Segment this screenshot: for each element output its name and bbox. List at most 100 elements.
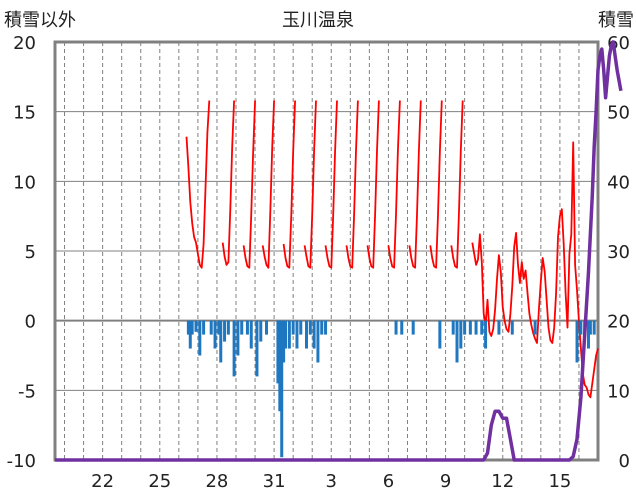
precipitation-bar (533, 320, 537, 335)
precipitation-bar (240, 320, 244, 335)
precipitation-bar (320, 320, 324, 335)
precipitation-bar (280, 320, 284, 458)
precipitation-bar (459, 320, 463, 349)
precipitation-bar (276, 320, 280, 384)
precipitation-bar (194, 320, 198, 332)
precipitation-bar (219, 320, 223, 363)
precipitation-bar (451, 320, 455, 335)
precipitation-bar (186, 320, 190, 335)
precipitation-bar (394, 320, 398, 335)
temperature-line (324, 100, 338, 269)
temperature-line (303, 100, 317, 269)
left-axis-ticks: 20 15 10 5 0 -5 -10 (7, 33, 36, 472)
x-tick-label: 9 (440, 471, 451, 492)
precipitation-bar (213, 320, 217, 349)
precipitation-bar (198, 320, 202, 356)
right-tick-label: 50 (607, 103, 630, 124)
x-tick-label: 15 (548, 471, 571, 492)
precipitation-bar (287, 320, 291, 349)
precipitation-bar (575, 320, 579, 363)
temperature-line (471, 141, 599, 399)
precipitation-bar (400, 320, 404, 335)
precipitation-bar (202, 320, 206, 335)
precipitation-bar (316, 320, 320, 363)
precipitation-bar (217, 320, 221, 335)
precipitation-bars (186, 320, 596, 458)
left-tick-label: -5 (18, 381, 36, 402)
snow_depth-line (55, 40, 623, 462)
temperature-line (345, 100, 359, 269)
precipitation-bar (579, 320, 583, 335)
precipitation-bar (468, 320, 472, 335)
temperature-line (450, 100, 464, 269)
precipitation-bar (592, 320, 596, 335)
precipitation-bar (308, 320, 312, 335)
x-tick-label: 28 (205, 471, 228, 492)
precipitation-bar (236, 320, 240, 356)
temperature-line (366, 100, 380, 269)
left-tick-label: 20 (13, 33, 36, 54)
precipitation-bar (282, 320, 286, 363)
precipitation-bar (463, 320, 467, 335)
precipitation-bar (188, 320, 192, 349)
x-tick-label: 31 (263, 471, 286, 492)
precipitation-bar (190, 320, 194, 335)
left-axis-label: 積雪以外 (4, 10, 76, 31)
plot-area (55, 40, 623, 462)
precipitation-bar (249, 320, 253, 349)
precipitation-bar (255, 320, 259, 377)
temperature-series (185, 100, 599, 399)
precipitation-bar (438, 320, 442, 349)
precipitation-bar (284, 320, 288, 349)
precipitation-bar (324, 320, 328, 335)
temperature-line (221, 100, 235, 266)
right-axis-label: 積雪 (598, 10, 634, 31)
precipitation-bar (497, 320, 501, 335)
right-tick-label: 20 (607, 312, 630, 333)
precipitation-bar (480, 320, 484, 335)
precipitation-bar (588, 320, 592, 335)
precipitation-bar (411, 320, 415, 335)
x-tick-label: 3 (326, 471, 337, 492)
precipitation-bar (474, 320, 478, 335)
precipitation-bar (304, 320, 308, 349)
right-tick-label: 0 (619, 451, 630, 472)
temperature-line (408, 100, 422, 269)
x-axis-ticks: 22 25 28 31 3 6 9 12 15 (91, 471, 571, 492)
precipitation-bar (278, 320, 282, 412)
left-tick-label: 0 (25, 312, 36, 333)
precipitation-bar (245, 320, 249, 335)
chart-title: 玉川温泉 (282, 10, 354, 31)
right-tick-label: 30 (607, 242, 630, 263)
precipitation-bar (484, 320, 488, 349)
precipitation-bar (264, 320, 268, 335)
precipitation-bar (226, 320, 230, 335)
temperature-line (429, 100, 443, 269)
right-tick-label: 10 (607, 381, 630, 402)
precipitation-bar (209, 320, 213, 335)
precipitation-bar (223, 320, 227, 342)
precipitation-bar (291, 320, 295, 335)
temperature-line (282, 100, 296, 269)
right-tick-label: 40 (607, 172, 630, 193)
precipitation-bar (299, 320, 303, 335)
x-tick-label: 6 (383, 471, 394, 492)
left-tick-label: -10 (7, 451, 36, 472)
x-tick-label: 12 (491, 471, 514, 492)
precipitation-bar (259, 320, 263, 342)
temperature-line (387, 100, 401, 269)
precipitation-bar (455, 320, 459, 363)
left-tick-label: 5 (25, 242, 36, 263)
precipitation-bar (312, 320, 316, 349)
precipitation-bar (295, 320, 299, 349)
left-tick-label: 15 (13, 103, 36, 124)
precipitation-bar (510, 320, 514, 335)
snow_depth-series (55, 40, 623, 462)
temperature-line (261, 100, 275, 269)
x-tick-label: 22 (91, 471, 114, 492)
temperature-line (242, 100, 256, 269)
precipitation-bar (586, 320, 590, 349)
precipitation-bar (232, 320, 236, 377)
